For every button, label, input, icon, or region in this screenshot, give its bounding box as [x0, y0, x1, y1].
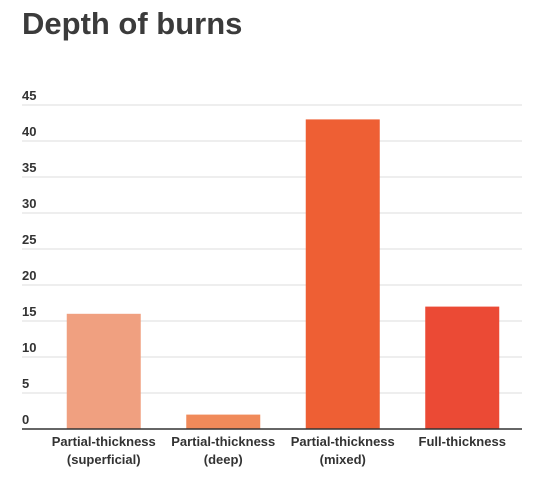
y-tick-label: 45 — [22, 88, 36, 103]
x-category-label: (deep) — [204, 452, 243, 467]
bars — [66, 119, 500, 430]
y-tick-label: 20 — [22, 268, 36, 283]
x-category-label: (mixed) — [320, 452, 366, 467]
y-tick-label: 15 — [22, 304, 36, 319]
x-category-label: (superficial) — [67, 452, 141, 467]
y-tick-label: 0 — [22, 412, 29, 427]
y-tick-label: 40 — [22, 124, 36, 139]
y-tick-label: 5 — [22, 376, 29, 391]
bar — [425, 306, 500, 429]
x-category-label: Partial-thickness — [291, 434, 395, 449]
y-tick-label: 30 — [22, 196, 36, 211]
y-tick-label: 35 — [22, 160, 36, 175]
axes: 0 5 10 15 20 25 30 35 40 45 Partial-thickness (supe… — [22, 88, 522, 467]
y-tick-label: 25 — [22, 232, 36, 247]
x-category-label: Partial-thickness — [171, 434, 275, 449]
x-category-label: Partial-thickness — [52, 434, 156, 449]
bar — [66, 313, 141, 429]
bar — [305, 119, 380, 430]
y-tick-label: 10 — [22, 340, 36, 355]
bar — [186, 414, 261, 429]
chart-title: Depth of burns — [22, 6, 243, 41]
x-category-label: Full-thickness — [419, 434, 506, 449]
